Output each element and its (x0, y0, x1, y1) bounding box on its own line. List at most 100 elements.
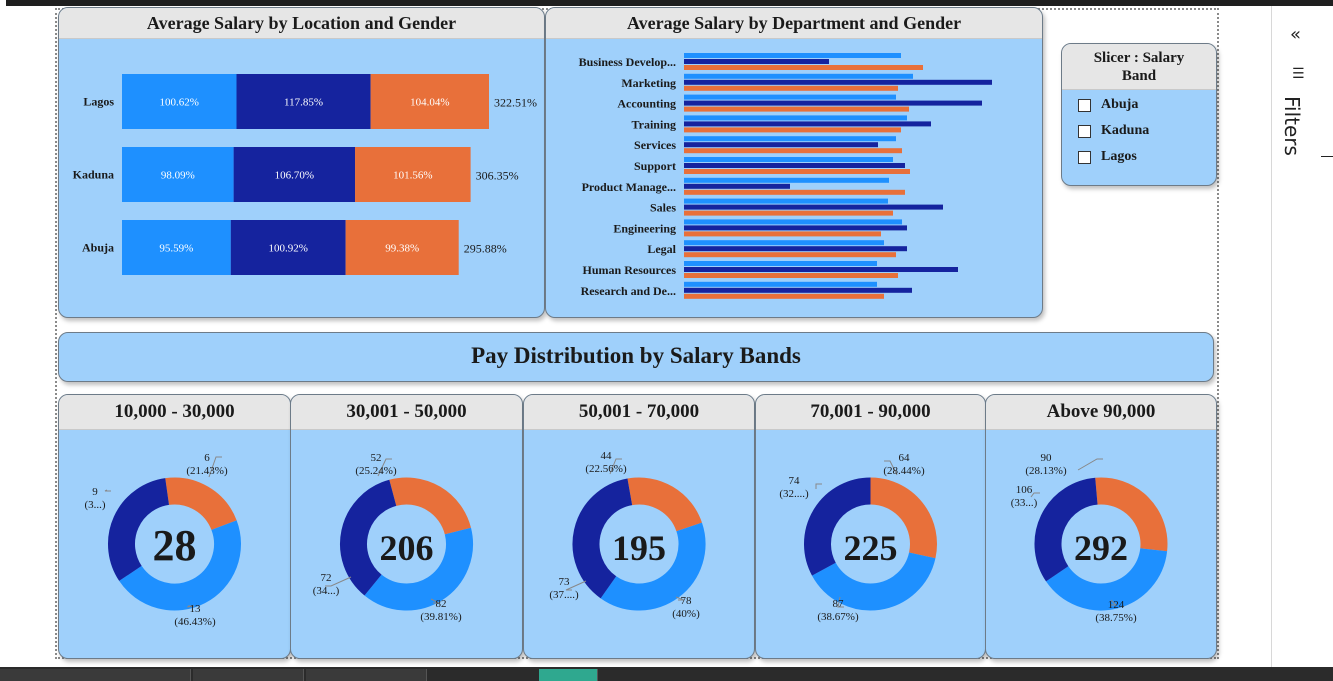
category-label: Sales (650, 201, 676, 215)
slice-count-label: 106 (1016, 484, 1033, 496)
page-tab[interactable] (0, 669, 191, 681)
department-salary-card[interactable]: Average Salary by Department and Gender … (545, 7, 1043, 318)
bar (684, 231, 881, 237)
slicer-option-label: Abuja (1101, 97, 1139, 112)
band-title: Above 90,000 (986, 395, 1216, 430)
leader-line (430, 598, 440, 604)
bar-segment (230, 220, 346, 275)
bar (684, 127, 901, 133)
donut-segment (600, 522, 706, 611)
band-donut-chart[interactable]: 225 64(28.44%) 87(38.67%) 74(32....) (756, 395, 985, 658)
window-left-strip (0, 0, 6, 681)
filter-lines-icon[interactable]: ☰ (1292, 66, 1305, 82)
slicer-option-lagos[interactable]: Lagos (1078, 147, 1137, 167)
donut-segment (364, 527, 473, 611)
band-card-50001-70000[interactable]: 50,001 - 70,000 195 44 (22.56%) 78 (40%) 73 (3… (523, 394, 755, 659)
department-salary-chart[interactable]: Business Develop... Marketing Accounting Tr… (546, 8, 1042, 317)
slicer-option-abuja[interactable]: Abuja (1078, 95, 1138, 115)
band-card-10000-30000[interactable]: 10,000 - 30,000 28 6 (21.43%) 13 (46.43%) 9 (3… (58, 394, 291, 659)
slicer-option-label: Lagos (1101, 149, 1137, 164)
band-total: 195 (612, 528, 666, 568)
double-chevron-left-icon[interactable]: « (1290, 24, 1302, 45)
band-card-70001-90000[interactable]: 70,001 - 90,000 225 64 (28.44%) 87 (38.67%) 7… (755, 394, 986, 659)
checkbox-icon[interactable] (1078, 150, 1091, 164)
bar-segment (370, 74, 489, 129)
slice-percent-label: (22.56%) (585, 463, 627, 475)
page-tab[interactable] (193, 669, 304, 681)
checkbox-icon[interactable] (1078, 124, 1091, 138)
band-total: 206 (380, 528, 434, 568)
bar (684, 142, 878, 148)
band-donut-chart[interactable]: 28 6(21.43%) 13(46.43%) 9(3...) (59, 395, 290, 658)
data-label: 104.04% (410, 97, 449, 109)
bar (684, 94, 896, 100)
slice-count-label: 90 (1041, 452, 1053, 464)
bar (684, 293, 884, 299)
slice-percent-label: (38.75%) (1095, 612, 1137, 624)
page-tab-active[interactable] (539, 669, 598, 681)
bar (684, 252, 896, 258)
page-tab[interactable] (306, 669, 427, 681)
slicer-option-kaduna[interactable]: Kaduna (1078, 121, 1149, 141)
location-salary-chart[interactable]: Lagos 100.62% 117.85% 104.04% 322.51% Kaduna 9… (59, 8, 544, 317)
bar (684, 100, 982, 106)
band-card-above-90000[interactable]: Above 90,000 292 90 (28.13%) 124 (38.75%) 106… (985, 394, 1217, 659)
bar-segment (233, 147, 356, 202)
bar (684, 189, 905, 195)
bar (684, 219, 902, 225)
bar (684, 246, 907, 252)
slicer-option-label: Kaduna (1101, 123, 1150, 138)
bar-segment (122, 74, 237, 129)
bar (684, 65, 923, 70)
bar (684, 287, 912, 293)
slice-count-label: 9 (92, 486, 98, 498)
category-label: Lagos (83, 95, 114, 109)
total-label: 322.51% (494, 96, 537, 110)
filters-pane-label[interactable]: Filters (1280, 96, 1304, 156)
bar (684, 106, 909, 112)
band-total: 28 (153, 521, 197, 570)
donut-segment (804, 477, 872, 576)
category-label: Product Manage... (582, 180, 676, 194)
band-donut-chart[interactable]: 206 52(25.24%) 82(39.81%) 72(34...) (291, 395, 522, 658)
bar (684, 121, 931, 127)
leader-line (377, 458, 392, 477)
band-donut-chart[interactable]: 195 44(22.56%) 78(40%) 73(37....) (524, 395, 754, 658)
slice-percent-label: (3...) (84, 499, 105, 511)
category-label: Human Resources (583, 263, 677, 277)
donut-segment (1095, 477, 1168, 552)
data-label: 101.56% (393, 170, 432, 182)
bar (684, 73, 913, 79)
slice-percent-label: (39.81%) (420, 611, 462, 623)
bar (684, 210, 893, 216)
band-donut-chart[interactable]: 292 90(28.13%) 124(38.75%) 106(33...) (986, 395, 1216, 658)
slice-count-label: 52 (371, 452, 382, 464)
bar (684, 148, 902, 154)
donut-segment (869, 477, 937, 559)
donut-segment (812, 551, 936, 611)
checkbox-icon[interactable] (1078, 98, 1091, 112)
data-label: 95.59% (159, 243, 193, 255)
category-label: Legal (647, 242, 676, 256)
donut-segment (572, 478, 633, 599)
slice-count-label: 13 (190, 603, 202, 615)
data-label: 117.85% (284, 97, 323, 109)
leader-line (815, 483, 822, 489)
category-label: Marketing (621, 76, 676, 90)
bar (684, 157, 893, 162)
band-total: 225 (844, 528, 898, 568)
category-label: Abuja (82, 241, 114, 255)
band-title: 70,001 - 90,000 (756, 395, 985, 430)
slice-percent-label: (33...) (1011, 497, 1038, 509)
leader-line (1110, 599, 1118, 606)
bar-segment (236, 74, 371, 129)
leader-line (884, 460, 898, 476)
slice-count-label: 72 (321, 572, 332, 584)
donut-segment (1034, 477, 1099, 582)
donut-segment (119, 520, 241, 611)
location-salary-card[interactable]: Average Salary by Location and Gender La… (58, 7, 545, 318)
slice-count-label: 82 (436, 598, 447, 610)
band-card-30001-50000[interactable]: 30,001 - 50,000 206 52 (25.24%) 82 (39.81%) 7… (290, 394, 523, 659)
filters-pane[interactable]: « ☰ Filters (1271, 6, 1333, 667)
salary-band-slicer[interactable]: Slicer : Salary Band Abuja Kaduna Lagos (1061, 43, 1217, 186)
